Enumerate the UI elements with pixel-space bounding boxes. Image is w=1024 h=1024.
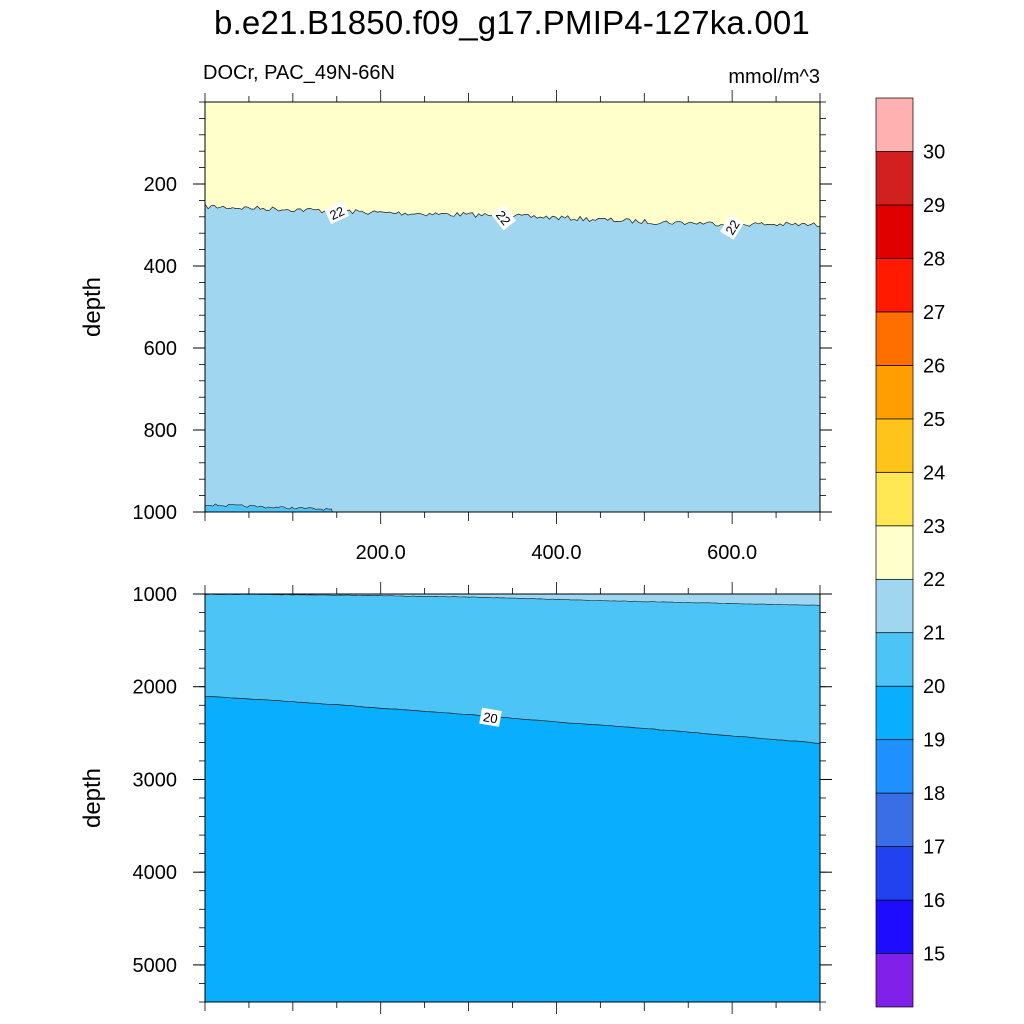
contour-label-text: 20 <box>482 709 499 726</box>
colorbar-swatch <box>875 685 914 741</box>
y-tick-label: 400 <box>144 256 177 278</box>
chart-subtitle: DOCr, PAC_49N-66N <box>203 62 395 84</box>
colorbar-swatch <box>875 97 914 152</box>
colorbar-label: 18 <box>923 783 945 805</box>
y-tick-label: 1000 <box>133 502 178 524</box>
colorbar-swatch <box>875 258 914 313</box>
colorbar-swatch <box>875 899 914 954</box>
x-tick-label: 400.0 <box>531 542 581 564</box>
colorbar-label: 17 <box>923 837 945 859</box>
x-tick-label: 600.0 <box>707 542 757 564</box>
fill-region-21-22 <box>205 594 820 606</box>
colorbar-swatch <box>875 204 914 259</box>
contour-label-text: 22 <box>722 217 742 237</box>
contour-label-bg <box>491 204 517 231</box>
colorbar-label: 28 <box>923 248 945 270</box>
colorbar-label: 27 <box>923 302 945 324</box>
panel-upper: 22 22 22 200 400 600 800 1000 200.0 400.0 600.0 dep… <box>79 90 832 564</box>
contour-label: 22 <box>324 201 350 225</box>
contour-label: 22 <box>720 214 745 240</box>
y-tick-label: 4000 <box>133 862 178 884</box>
y-tick-label: 3000 <box>133 769 178 791</box>
colorbar-swatch <box>875 953 914 1008</box>
colorbar-label: 22 <box>923 569 945 591</box>
colorbar-swatch <box>875 739 914 794</box>
colorbar-label: 23 <box>923 516 945 538</box>
panel-lower: 20 1000 2000 3000 4000 5000 depth <box>79 582 832 1014</box>
contour-label: 20 <box>479 707 502 727</box>
colorbar-label: 15 <box>923 944 945 966</box>
fill-region-20-21-patch <box>204 503 333 513</box>
colorbar-swatch <box>875 151 914 206</box>
y-axis-label: depth <box>79 768 106 828</box>
chart-title: b.e21.B1850.f09_g17.PMIP4-127ka.001 <box>214 4 810 41</box>
y-tick-label: 600 <box>144 338 177 360</box>
y-tick-label: 200 <box>144 174 177 196</box>
contour-label-text: 22 <box>327 203 346 223</box>
y-axis-label: depth <box>79 277 106 337</box>
colorbar-swatch <box>875 471 914 527</box>
y-tick-label: 800 <box>144 420 177 442</box>
colorbar-swatch <box>875 525 914 580</box>
y-tick-label: 5000 <box>133 955 178 977</box>
contour-label: 22 <box>491 204 517 231</box>
fill-region-22-23 <box>205 102 820 227</box>
colorbar-swatch <box>875 578 914 634</box>
colorbar-label: 16 <box>923 890 945 912</box>
contour-label-bg <box>479 707 502 727</box>
colorbar-swatch <box>875 365 914 420</box>
colorbar-swatch <box>875 311 914 366</box>
units-label: mmol/m^3 <box>728 66 820 88</box>
colorbar-label: 24 <box>923 462 945 484</box>
colorbar-label: 30 <box>923 142 945 164</box>
y-tick-label: 1000 <box>133 584 178 606</box>
colorbar-swatch <box>875 846 914 901</box>
colorbar-label: 19 <box>923 730 945 752</box>
colorbar-swatch <box>875 792 914 847</box>
colorbar-swatch <box>875 418 914 473</box>
contour-line-21 <box>205 593 821 606</box>
contour-line-20 <box>204 695 821 744</box>
colorbar: 15 16 17 18 19 20 21 22 23 24 25 26 27 28 29 30 <box>875 97 945 1008</box>
colorbar-label: 25 <box>923 409 945 431</box>
colorbar-label: 26 <box>923 355 945 377</box>
colorbar-swatch <box>875 632 914 687</box>
colorbar-label: 29 <box>923 195 945 217</box>
y-tick-label: 2000 <box>133 677 178 699</box>
x-tick-label: 200.0 <box>356 542 406 564</box>
colorbar-label: 21 <box>923 623 945 645</box>
contour-label-bg <box>720 214 745 240</box>
colorbar-label: 20 <box>923 676 945 698</box>
contour-label-bg <box>324 201 350 225</box>
